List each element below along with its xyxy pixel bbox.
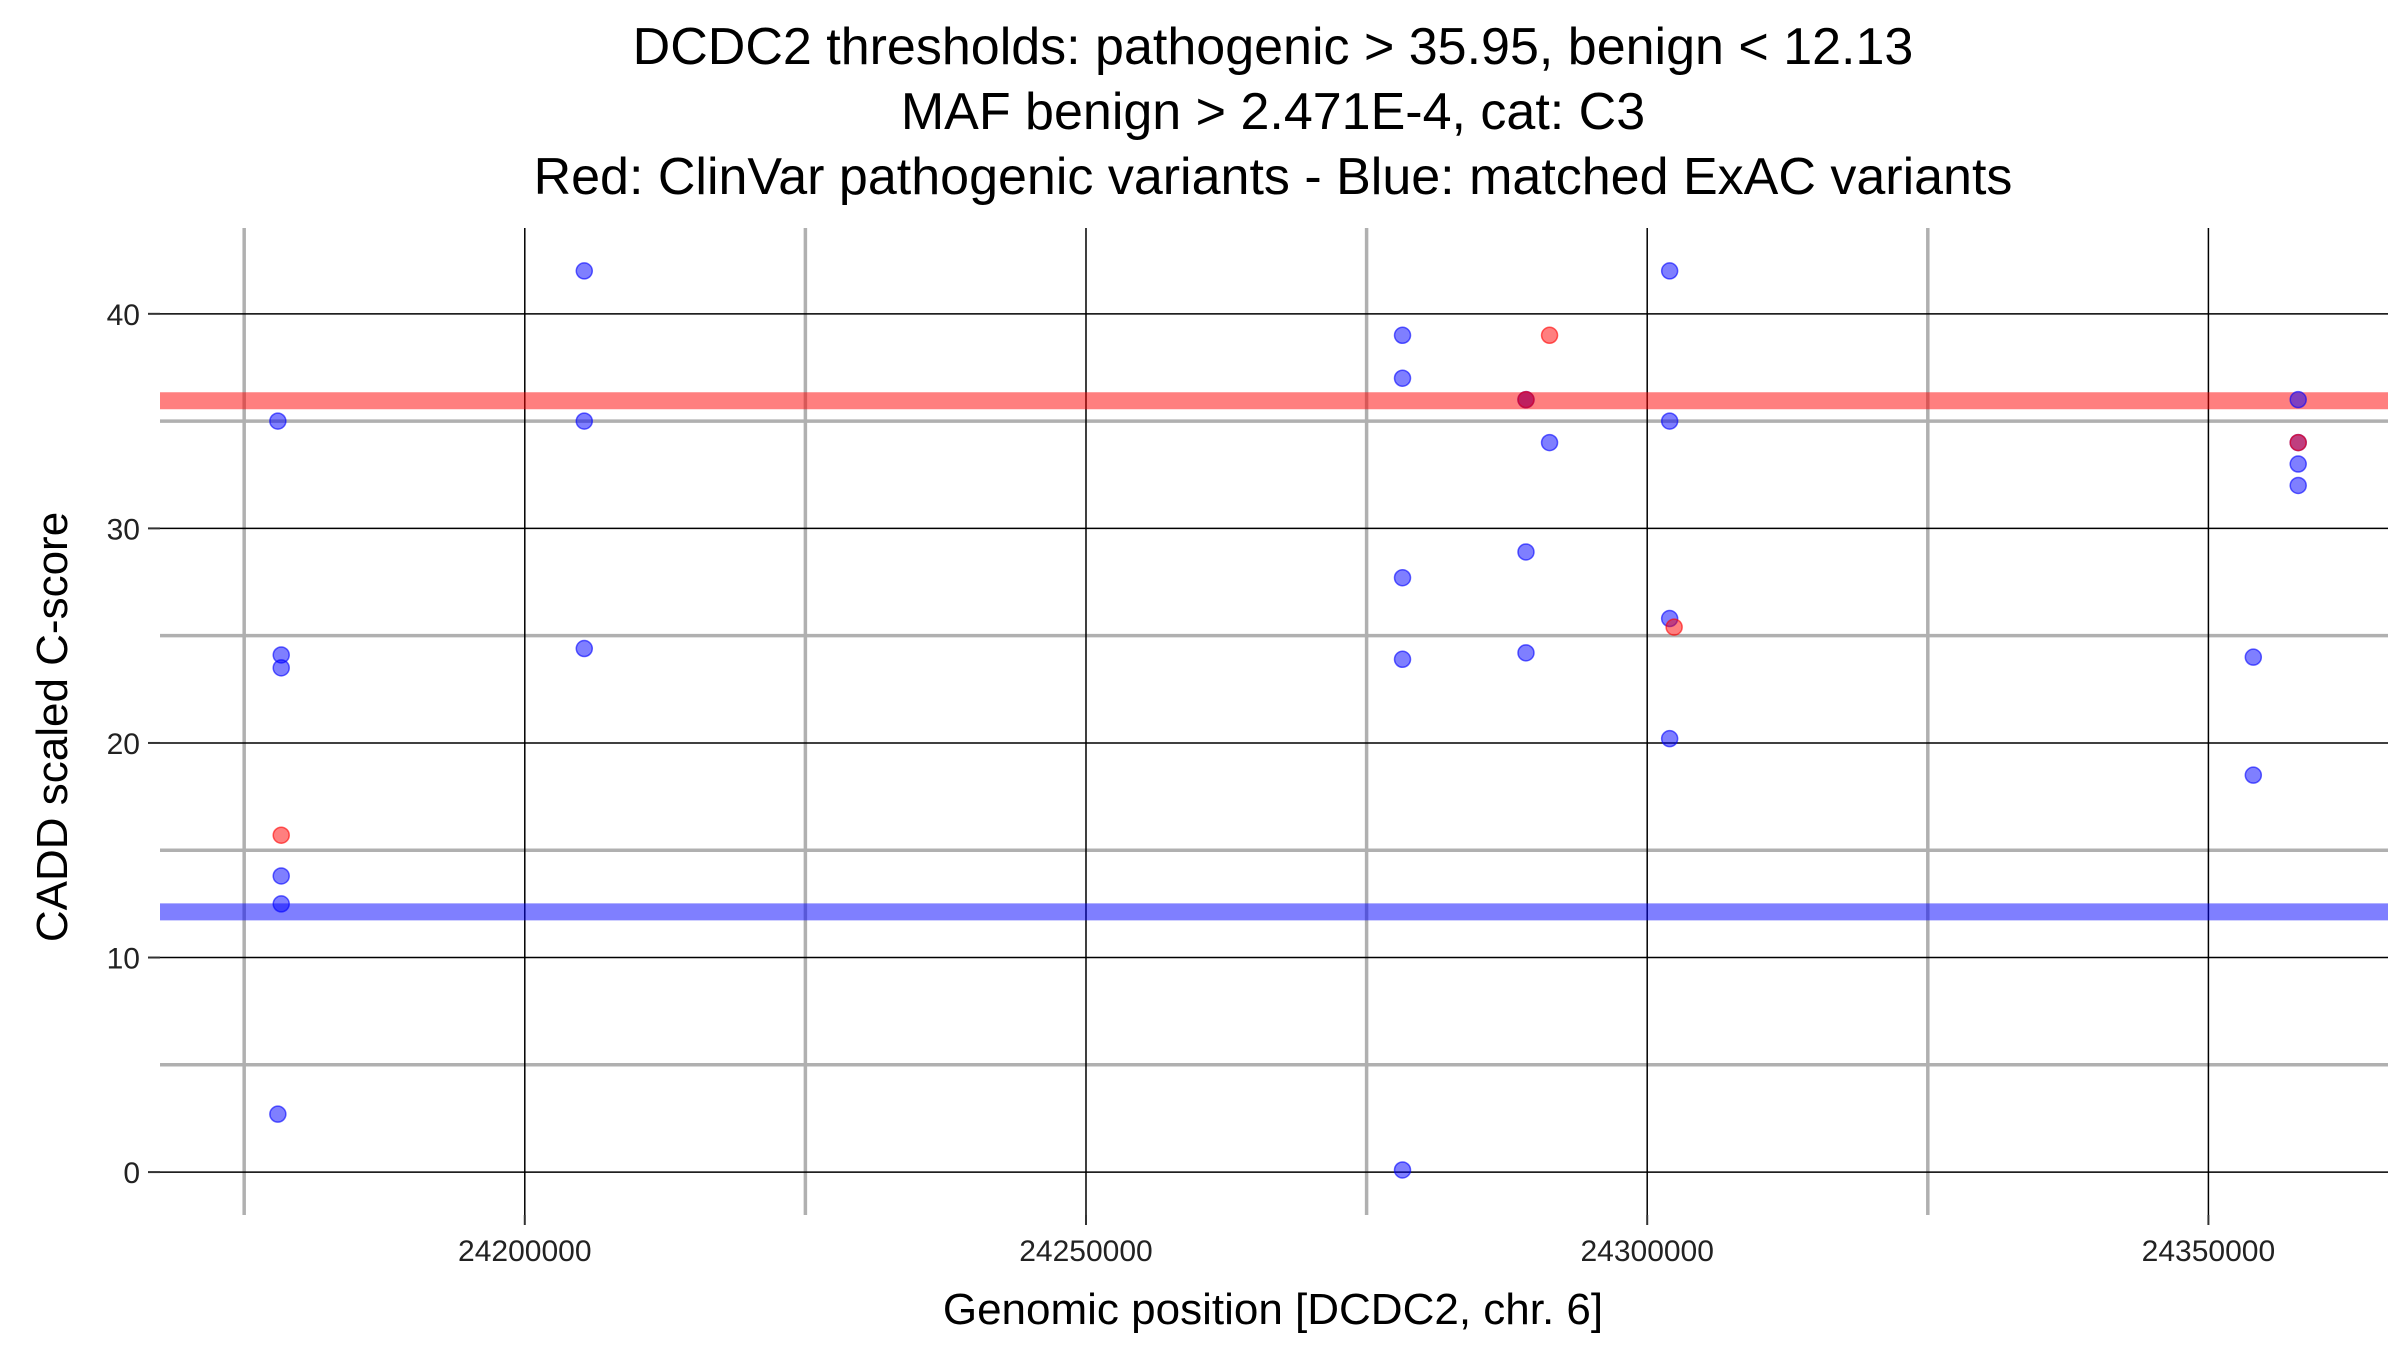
y-tick-label: 20: [107, 728, 140, 761]
tick-layer: 24200000 24250000 24300000 24350000 0 10 20 30 4…: [107, 299, 2276, 1268]
data-point: [2244, 648, 2263, 666]
data-point: [1393, 369, 1412, 387]
data-point: [2289, 433, 2307, 452]
x-tick-label: 24350000: [2142, 1235, 2275, 1268]
data-point: [1393, 650, 1412, 669]
data-point: [2289, 455, 2307, 473]
threshold-layer: [160, 392, 2388, 921]
data-point: [575, 412, 594, 430]
y-tick-label: 0: [123, 1157, 140, 1190]
x-tick-label: 24300000: [1580, 1235, 1713, 1268]
y-axis-title: CADD scaled C-score: [28, 512, 77, 942]
x-tick-label: 24250000: [1019, 1235, 1152, 1268]
data-point: [269, 412, 287, 430]
x-tick-label: 24200000: [458, 1235, 591, 1268]
data-point: [1660, 412, 1679, 430]
y-tick-label: 40: [107, 299, 140, 332]
data-point: [1540, 433, 1559, 452]
data-point: [272, 826, 290, 844]
data-point: [1393, 1161, 1412, 1179]
data-point: [1517, 390, 1535, 409]
x-axis-title: Genomic position [DCDC2, chr. 6]: [943, 1285, 1603, 1334]
data-point: [1540, 326, 1559, 345]
data-point: [1393, 326, 1412, 345]
chart-title-line-2: MAF benign > 2.471E-4, cat: C3: [901, 83, 1645, 141]
data-point: [575, 639, 594, 658]
data-point: [269, 1105, 287, 1123]
data-point: [1517, 644, 1535, 662]
data-point: [575, 262, 594, 280]
grid-layer: [160, 228, 2388, 1215]
y-tick-label: 30: [107, 513, 140, 546]
data-point: [2289, 476, 2307, 495]
data-point: [272, 867, 290, 885]
data-point: [272, 659, 290, 677]
data-point: [1660, 262, 1679, 280]
chart-title-line-1: DCDC2 thresholds: pathogenic > 35.95, be…: [633, 18, 1914, 76]
data-point: [1517, 543, 1535, 561]
data-point: [272, 895, 290, 913]
data-point: [1665, 618, 1683, 636]
data-point: [2289, 390, 2307, 409]
chart-title-line-3: Red: ClinVar pathogenic variants - Blue:…: [534, 148, 2013, 206]
data-point: [1660, 729, 1679, 748]
data-point: [2244, 766, 2263, 784]
data-point: [1393, 568, 1412, 587]
y-tick-label: 10: [107, 943, 140, 976]
points-layer: [269, 262, 2307, 1179]
